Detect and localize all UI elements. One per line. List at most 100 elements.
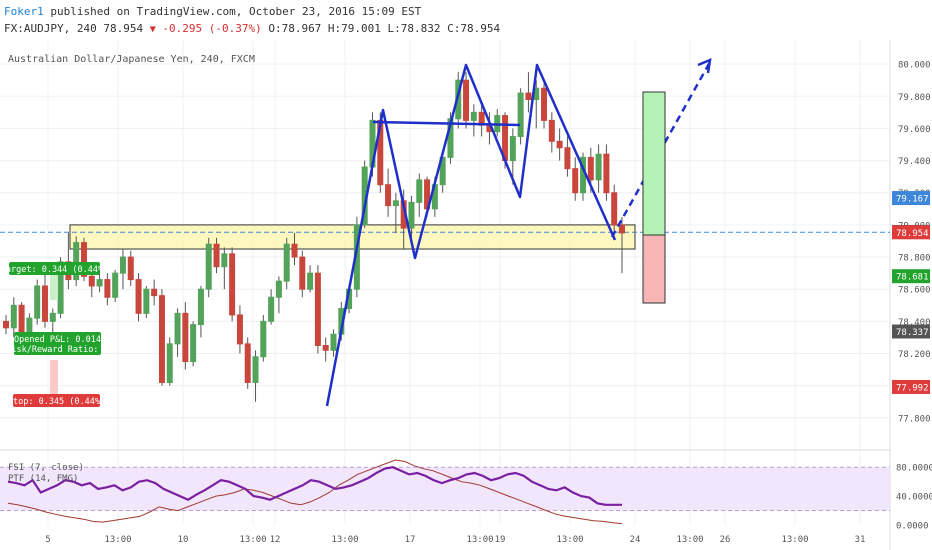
target-label-text: Target: 0.344 (0.44%) bbox=[1, 265, 108, 275]
candle bbox=[127, 250, 134, 286]
candle bbox=[182, 302, 189, 370]
candle bbox=[158, 289, 165, 386]
candle bbox=[416, 173, 423, 217]
candle-body bbox=[408, 201, 415, 229]
candle-body bbox=[275, 280, 282, 298]
candle-body bbox=[41, 285, 48, 322]
price-badge-bg bbox=[892, 379, 930, 394]
down-triangle-icon: ▼ bbox=[149, 24, 156, 35]
candle bbox=[322, 337, 329, 362]
x-tick-label: 13:00 bbox=[781, 535, 808, 545]
candle bbox=[205, 237, 212, 298]
price-badge-label: 78.954 bbox=[896, 229, 929, 239]
target-box bbox=[642, 91, 666, 236]
candle-body bbox=[541, 87, 548, 121]
price-badge-label: 78.681 bbox=[896, 273, 929, 283]
x-tick-label: 13:00 bbox=[556, 535, 583, 545]
pattern-zigzag bbox=[325, 63, 617, 407]
candle-body bbox=[197, 288, 204, 326]
y-tick-label: 79.800 bbox=[898, 93, 931, 103]
candle bbox=[314, 265, 321, 354]
x-tick-label: 31 bbox=[855, 535, 866, 545]
candle-body bbox=[392, 200, 399, 207]
price-badge-bg bbox=[892, 324, 930, 339]
candle bbox=[190, 321, 197, 367]
x-tick-label: 13:00 bbox=[239, 535, 266, 545]
candle bbox=[541, 83, 548, 129]
indicator-tick-label: 80.0000 bbox=[896, 464, 932, 474]
target-label-bg bbox=[9, 262, 100, 275]
candle-body bbox=[205, 243, 212, 290]
candle-body bbox=[330, 333, 337, 351]
candle bbox=[174, 308, 181, 357]
candle-body bbox=[221, 253, 228, 268]
indicator-series-a bbox=[7, 466, 622, 506]
candle bbox=[330, 329, 337, 357]
candle-body bbox=[619, 224, 625, 234]
target-bar bbox=[50, 270, 58, 300]
candle-body bbox=[57, 261, 64, 314]
candle-body bbox=[80, 242, 87, 277]
price-badge: 79.167 bbox=[892, 191, 930, 206]
x-tick-label: 17 bbox=[405, 535, 416, 545]
candle-body bbox=[34, 285, 41, 319]
candle-body bbox=[307, 272, 314, 290]
author-name[interactable]: Foker1 bbox=[4, 5, 44, 18]
candle bbox=[252, 350, 259, 402]
candle-body bbox=[213, 243, 220, 268]
candle bbox=[548, 112, 555, 153]
candle bbox=[221, 247, 228, 290]
ohlc-values: O:78.967 H:79.001 L:78.832 C:78.954 bbox=[268, 22, 501, 35]
price-axis: 80.00079.80079.60079.40079.20079.00078.8… bbox=[892, 61, 931, 424]
candle bbox=[611, 184, 618, 233]
candle-body bbox=[10, 304, 17, 329]
candle-body bbox=[151, 288, 158, 297]
candle-body bbox=[49, 312, 56, 322]
candle-body bbox=[127, 256, 134, 281]
stop-label-bg bbox=[13, 394, 100, 407]
indicator-series-b bbox=[7, 459, 623, 525]
candle-body bbox=[174, 312, 181, 345]
candle-body bbox=[556, 140, 563, 149]
price-change: -0.295 (-0.37%) bbox=[162, 22, 262, 35]
y-tick-label: 77.800 bbox=[898, 414, 931, 424]
candle-body bbox=[548, 119, 555, 142]
candle-body bbox=[158, 295, 165, 383]
candle-body bbox=[73, 242, 80, 281]
candle-body bbox=[229, 253, 236, 316]
x-tick-label: 12 bbox=[270, 535, 281, 545]
pnl-label-bg bbox=[14, 332, 101, 355]
x-tick-label: 10 bbox=[178, 535, 189, 545]
candle bbox=[470, 104, 477, 137]
candle-body bbox=[143, 288, 150, 314]
candle-body bbox=[314, 272, 321, 346]
chart-title: Australian Dollar/Japanese Yen, 240, FXC… bbox=[8, 54, 255, 65]
candle bbox=[509, 128, 516, 185]
indicator-tick-label: 0.0000 bbox=[896, 522, 929, 532]
price-badge-bg bbox=[892, 225, 930, 240]
chart-canvas[interactable]: Australian Dollar/Japanese Yen, 240, FXC… bbox=[0, 40, 932, 550]
x-tick-label: 26 bbox=[720, 535, 731, 545]
indicator-label: PTF (14, FMG) bbox=[8, 474, 78, 484]
price-badge-label: 79.167 bbox=[896, 195, 929, 205]
candle bbox=[41, 273, 48, 328]
price-badge-label: 78.337 bbox=[896, 328, 929, 338]
candle bbox=[283, 237, 290, 290]
candle-body bbox=[190, 324, 197, 363]
candle-body bbox=[260, 320, 267, 358]
candle bbox=[244, 337, 251, 389]
candle bbox=[556, 128, 563, 161]
x-tick-label: 13:00 bbox=[104, 535, 131, 545]
candle-body bbox=[119, 256, 126, 274]
candle-body bbox=[3, 320, 9, 329]
candle-body bbox=[595, 153, 602, 181]
candle bbox=[197, 286, 204, 338]
candle-body bbox=[283, 243, 290, 282]
candle bbox=[166, 337, 173, 386]
stop-label: Stop: 0.345 (0.44%) bbox=[8, 394, 105, 407]
candle-body bbox=[244, 343, 251, 383]
y-tick-label: 79.400 bbox=[898, 157, 931, 167]
candle-body bbox=[18, 304, 25, 334]
candle-body bbox=[96, 279, 103, 287]
candle-body bbox=[88, 275, 95, 287]
